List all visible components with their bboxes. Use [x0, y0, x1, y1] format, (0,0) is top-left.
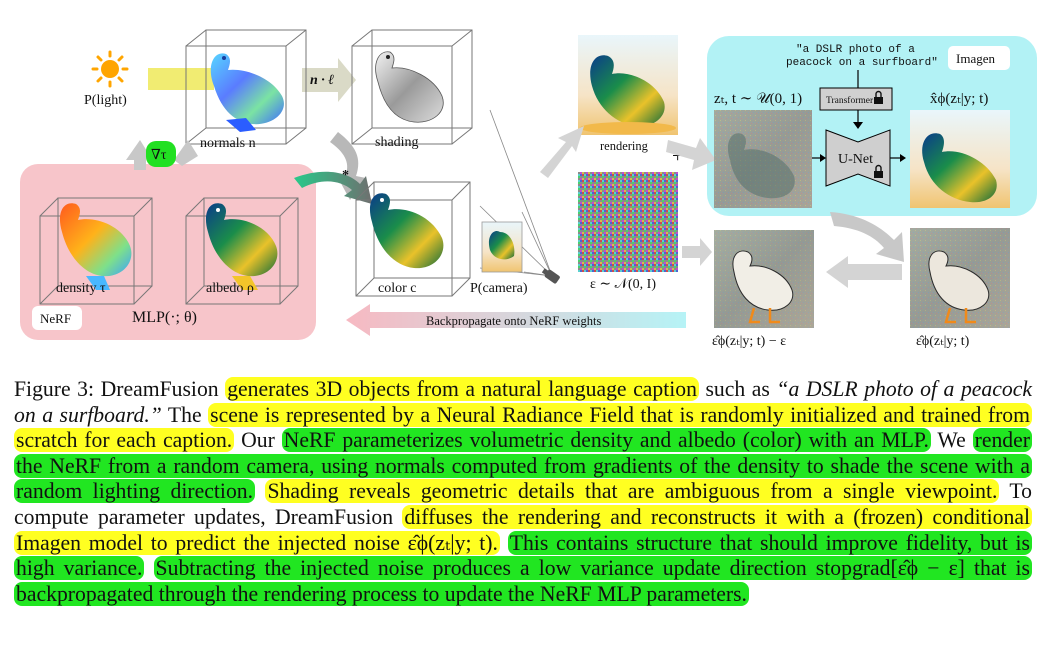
- rendering-surfboard: [580, 122, 676, 134]
- multiply-symbol: *: [342, 168, 349, 183]
- eps-hat-duck-feet: [944, 307, 976, 324]
- transformer-lock-icon: [874, 90, 883, 104]
- nerf-tag: NeRF: [40, 311, 71, 326]
- caption-highlight: NeRF parameterizes volumetric density an…: [281, 428, 931, 453]
- density-label: density τ: [56, 281, 106, 296]
- ndotl-arrow: [302, 58, 356, 102]
- transformer-label: Transformer: [826, 95, 874, 106]
- sun-icon: [91, 50, 129, 88]
- shading-peacock-image: [375, 51, 444, 123]
- dreamfusion-figure: P(light) n · ℓ normals n shading * ∇τ: [20, 29, 1037, 349]
- normals-cube: [185, 29, 307, 145]
- imagen-tag-box: [948, 46, 1010, 70]
- camera-plane-peacock: [488, 230, 515, 260]
- unet-to-xhat-head: [900, 154, 906, 162]
- albedo-peacock-image: [205, 203, 278, 290]
- eps-diff-label: ε̂ϕ(zₜ|y; t) − ε: [712, 334, 786, 349]
- merge-arrow: [666, 138, 716, 170]
- transformer-block: [819, 87, 893, 111]
- caption-text: Figure 3: DreamFusion: [14, 377, 226, 401]
- transformer-to-unet-head: [853, 122, 863, 129]
- rendering-label: rendering: [600, 139, 649, 153]
- figure-caption: Figure 3: DreamFusion generates 3D objec…: [14, 377, 1033, 607]
- noise-to-eps-arrow: [682, 238, 712, 266]
- normals-peacock-image: [210, 53, 284, 132]
- zt-label: zₜ, t ∼ 𝒰(0, 1): [714, 91, 802, 107]
- noisy-peacock-silhouette: [727, 133, 795, 199]
- unet-label: U-Net: [838, 152, 873, 167]
- unet-lock-icon: [874, 164, 883, 178]
- color-cube: [355, 181, 471, 297]
- light-beam: [148, 68, 214, 90]
- plus-symbol: +: [672, 145, 683, 167]
- imagen-tag: Imagen: [956, 51, 995, 66]
- caption-text: [144, 556, 153, 580]
- caption-quote: “a DSLR photo of a peacock on a surfboar…: [14, 377, 1032, 427]
- xhat-to-eps-arrow: [830, 212, 904, 262]
- caption-highlight: Shading reveals geometric details that a…: [265, 479, 1000, 504]
- density-peacock-image: [59, 203, 132, 290]
- xhat-peacock: [922, 133, 997, 203]
- noise-image: [578, 172, 678, 272]
- color-label: color c: [378, 281, 416, 296]
- render-out-arrow: [540, 126, 584, 178]
- ndotl-label: n · ℓ: [310, 73, 334, 88]
- shading-label: shading: [375, 135, 419, 150]
- caption-text: To compute parameter updates, DreamFusio…: [14, 479, 1032, 529]
- caption-text: We: [930, 428, 973, 453]
- eps-hat-label: ε̂ϕ(zₜ|y; t): [916, 334, 970, 349]
- density-to-color-arrow: [294, 171, 372, 204]
- mlp-label: MLP(·; θ): [132, 309, 197, 326]
- color-peacock-image: [369, 193, 444, 269]
- caption-text: Our: [234, 428, 282, 453]
- eps-diff-duck-feet: [748, 307, 780, 324]
- light-label: P(light): [84, 93, 127, 108]
- prompt-line2: peacock on a surfboard": [786, 57, 938, 69]
- albedo-label: albedo ρ: [206, 281, 254, 296]
- grad-tau-badge: [146, 141, 176, 167]
- caption-highlight: generates 3D objects from a natural lang…: [225, 377, 699, 401]
- backprop-arrow: [346, 304, 686, 336]
- camera-label: P(camera): [470, 281, 528, 296]
- camera-icon: [541, 268, 560, 284]
- xhat-label: x̂ϕ(zₜ|y; t): [930, 91, 988, 107]
- eps-diff-duck: [732, 250, 794, 311]
- eps-hat-duck: [928, 250, 990, 311]
- caption-text: [500, 531, 508, 555]
- noisy-to-unet-head: [820, 154, 826, 162]
- grad-arrow: [126, 140, 150, 170]
- caption-text: [255, 479, 265, 503]
- backprop-label: Backpropagate onto NeRF weights: [426, 314, 601, 328]
- grad-tau-label: ∇τ: [151, 148, 167, 163]
- nerf-region: [20, 164, 316, 340]
- caption-text: such as: [698, 377, 777, 401]
- caption-text: The: [161, 402, 209, 427]
- shading-cube: [351, 29, 473, 145]
- rendering-peacock: [590, 55, 665, 127]
- caption-highlight: Subtracting the injected noise produces …: [14, 556, 1032, 606]
- prompt-line1: "a DSLR photo of a: [796, 44, 915, 56]
- nerf-tag-box: [32, 306, 82, 330]
- grad-arrow-2: [174, 140, 198, 166]
- eps-hat-to-diff-arrow: [826, 256, 902, 288]
- normals-label: normals n: [200, 136, 256, 151]
- noise-label: ε ∼ 𝒩(0, I): [590, 277, 656, 292]
